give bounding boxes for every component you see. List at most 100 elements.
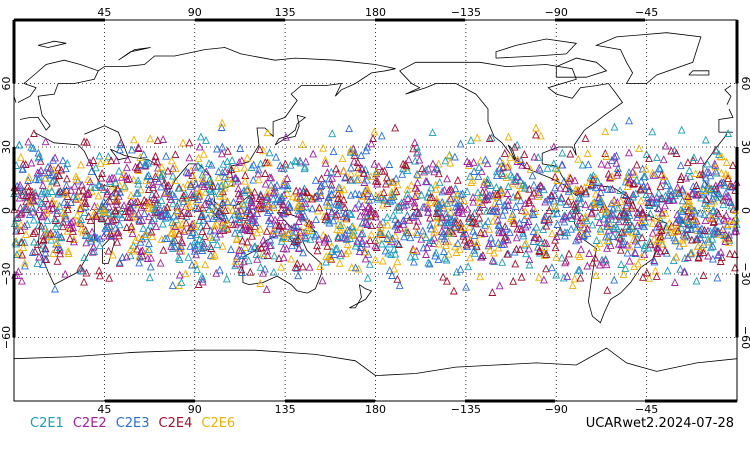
occultation-marker [242, 206, 251, 215]
occultation-marker [191, 162, 200, 171]
occultation-marker [445, 214, 454, 223]
occultation-marker [676, 264, 685, 273]
occultation-marker [294, 201, 303, 210]
occultation-marker [463, 204, 472, 213]
occultation-marker [622, 173, 631, 182]
occultation-marker [417, 234, 426, 243]
occultation-marker [405, 215, 414, 224]
occultation-marker [37, 166, 45, 175]
occultation-marker [272, 152, 280, 161]
occultation-marker [154, 177, 163, 186]
occultation-marker [425, 238, 433, 247]
occultation-marker [185, 153, 194, 162]
occultation-marker [469, 157, 478, 166]
occultation-marker [606, 241, 615, 250]
occultation-marker [77, 215, 86, 223]
occultation-marker [327, 180, 336, 189]
occultation-marker [67, 218, 76, 227]
occultation-marker [684, 232, 692, 241]
occultation-marker [256, 279, 265, 287]
occultation-marker [682, 191, 691, 200]
occultation-marker [103, 187, 112, 196]
occultation-marker [24, 191, 33, 200]
occultation-marker [587, 180, 596, 189]
occultation-marker [358, 239, 366, 247]
occultation-marker [724, 238, 733, 247]
occultation-marker [616, 186, 625, 194]
coastline [718, 108, 734, 133]
occultation-marker [667, 191, 676, 200]
occultation-marker [253, 254, 262, 263]
occultation-marker [699, 184, 708, 193]
occultation-marker [645, 273, 654, 282]
occultation-marker [324, 192, 333, 201]
occultation-marker [17, 237, 26, 246]
occultation-marker [501, 232, 510, 241]
occultation-marker [572, 236, 580, 245]
occultation-marker [574, 265, 583, 274]
occultation-marker [541, 212, 549, 221]
occultation-marker [423, 199, 432, 208]
occultation-marker [144, 180, 153, 189]
occultation-marker [252, 250, 261, 259]
occultation-marker [356, 222, 365, 231]
occultation-marker [241, 243, 250, 252]
occultation-marker [357, 151, 366, 159]
occultation-marker [426, 220, 435, 229]
occultation-marker [125, 213, 134, 222]
occultation-marker [43, 215, 52, 224]
occultation-marker [139, 150, 148, 159]
occultation-marker [323, 241, 332, 250]
occultation-marker [470, 167, 479, 175]
occultation-marker [354, 175, 363, 184]
occultation-marker [112, 196, 121, 205]
occultation-marker [413, 178, 422, 187]
occultation-marker [475, 202, 484, 211]
occultation-marker [506, 214, 515, 222]
occultation-marker [148, 232, 157, 241]
occultation-marker [500, 148, 509, 157]
occultation-marker [588, 258, 597, 267]
occultation-marker [534, 191, 543, 200]
occultation-marker [95, 241, 104, 250]
occultation-marker [379, 188, 388, 196]
occultation-marker [398, 169, 407, 178]
occultation-marker [42, 206, 51, 214]
occultation-marker [576, 219, 585, 228]
occultation-marker [497, 240, 506, 248]
occultation-marker [576, 198, 585, 207]
occultation-marker [55, 201, 64, 210]
occultation-marker [22, 191, 30, 199]
occultation-marker [545, 194, 554, 203]
occultation-marker [115, 257, 124, 266]
occultation-marker [343, 239, 352, 248]
occultation-marker [495, 156, 504, 165]
occultation-marker [583, 148, 592, 157]
occultation-marker [292, 193, 301, 202]
occultation-marker [427, 183, 436, 192]
occultation-marker [134, 188, 142, 197]
occultation-marker [288, 192, 297, 201]
occultation-marker [95, 271, 104, 280]
occultation-marker [191, 243, 200, 252]
occultation-marker [688, 248, 696, 257]
occultation-marker [677, 223, 686, 232]
occultation-marker [393, 238, 402, 247]
occultation-marker [485, 190, 494, 199]
occultation-marker [459, 229, 468, 238]
occultation-marker [529, 227, 538, 236]
occultation-marker [206, 233, 215, 242]
occultation-marker [256, 191, 265, 200]
occultation-marker [185, 138, 194, 147]
occultation-marker [661, 141, 670, 150]
occultation-marker [526, 164, 535, 173]
occultation-marker [472, 242, 481, 251]
occultation-marker [708, 234, 717, 243]
occultation-marker [475, 197, 484, 206]
occultation-marker [384, 248, 393, 257]
occultation-marker [279, 200, 288, 209]
occultation-marker [648, 228, 657, 237]
occultation-marker [317, 174, 326, 183]
occultation-marker [256, 224, 265, 233]
occultation-marker [689, 182, 698, 190]
